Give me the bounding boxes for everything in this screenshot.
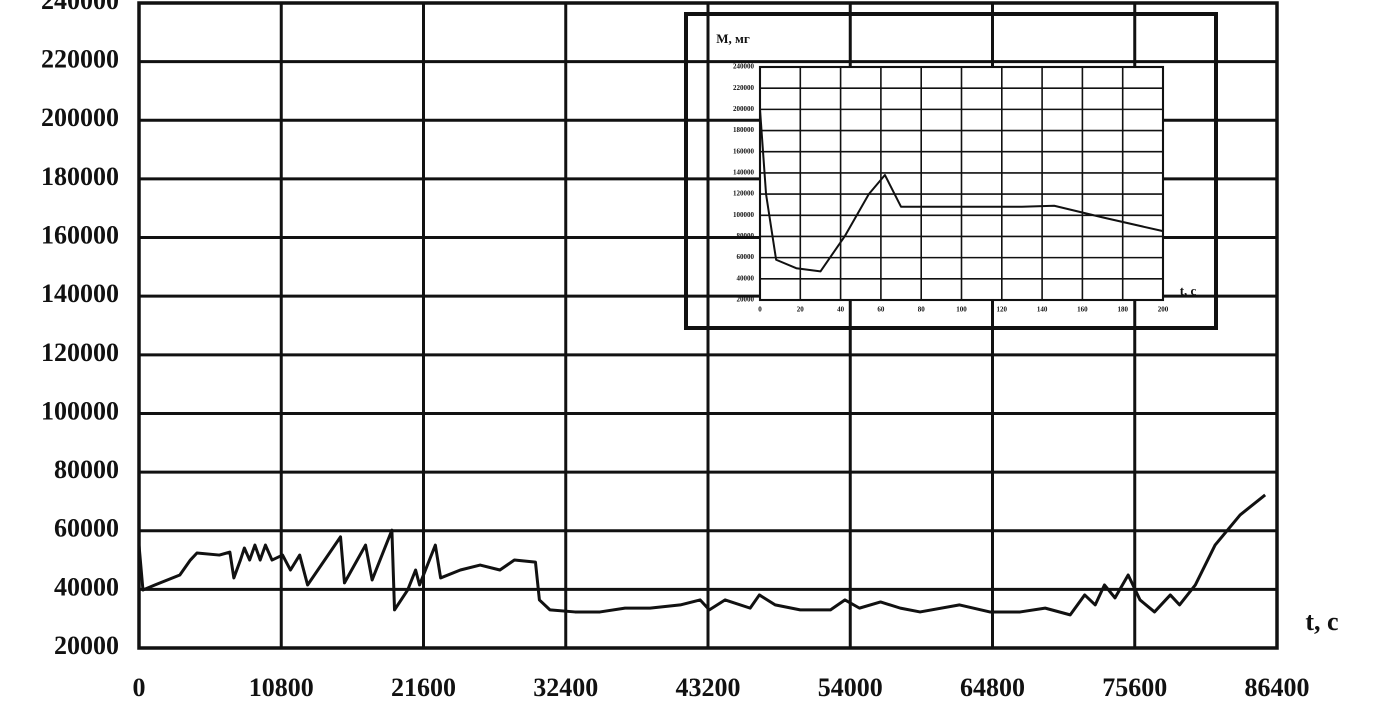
y-tick-label: 200000 xyxy=(41,103,119,132)
x-axis-label: t, c xyxy=(1305,607,1338,636)
x-tick-label: 75600 xyxy=(1102,673,1167,702)
y-tick-label: 200000 xyxy=(733,105,755,113)
x-tick-label: 200 xyxy=(1158,306,1169,314)
x-tick-label: 120 xyxy=(997,306,1008,314)
x-tick-label: 32400 xyxy=(533,673,598,702)
x-tick-label: 60 xyxy=(877,306,885,314)
data-line xyxy=(759,109,1164,273)
y-tick-label: 140000 xyxy=(733,169,755,177)
y-axis-label: M, мг xyxy=(716,31,750,46)
plot-frame xyxy=(137,1,1279,650)
y-tick-label: 60000 xyxy=(54,514,119,543)
y-tick-label: 40000 xyxy=(54,572,119,601)
y-tick-label: 120000 xyxy=(41,338,119,367)
y-tick-label: 100000 xyxy=(41,396,119,425)
x-tick-label: 140 xyxy=(1037,306,1048,314)
x-tick-label: 40 xyxy=(837,306,845,314)
x-axis-label: t, c xyxy=(1180,283,1197,298)
y-tick-label: 120000 xyxy=(733,190,755,198)
y-tick-label: 60000 xyxy=(737,253,755,261)
y-tick-label: 180000 xyxy=(41,162,119,191)
x-tick-label: 0 xyxy=(758,306,762,314)
x-tick-label: 54000 xyxy=(818,673,883,702)
plot-frame xyxy=(758,65,1165,302)
y-tick-label: 220000 xyxy=(41,45,119,74)
y-tick-label: 240000 xyxy=(41,0,119,15)
x-tick-label: 86400 xyxy=(1245,673,1310,702)
data-line xyxy=(137,493,1267,617)
x-tick-label: 43200 xyxy=(676,673,741,702)
x-tick-label: 100 xyxy=(956,306,967,314)
y-tick-label: 180000 xyxy=(733,126,755,134)
y-tick-label: 160000 xyxy=(41,221,119,250)
x-tick-label: 64800 xyxy=(960,673,1025,702)
y-tick-label: 140000 xyxy=(41,279,119,308)
x-tick-label: 180 xyxy=(1117,306,1128,314)
x-tick-label: 20 xyxy=(797,306,805,314)
x-tick-label: 0 xyxy=(133,673,146,702)
x-tick-label: 80 xyxy=(918,306,926,314)
y-tick-label: 220000 xyxy=(733,84,755,92)
y-tick-label: 80000 xyxy=(737,232,755,240)
y-tick-label: 20000 xyxy=(737,296,755,304)
y-tick-label: 20000 xyxy=(54,631,119,660)
y-tick-label: 80000 xyxy=(54,455,119,484)
y-tick-label: 160000 xyxy=(733,147,755,155)
x-tick-label: 10800 xyxy=(249,673,314,702)
y-tick-label: 240000 xyxy=(733,63,755,71)
y-tick-label: 100000 xyxy=(733,211,755,219)
x-tick-label: 21600 xyxy=(391,673,456,702)
x-tick-label: 160 xyxy=(1077,306,1088,314)
y-tick-label: 40000 xyxy=(737,274,755,282)
